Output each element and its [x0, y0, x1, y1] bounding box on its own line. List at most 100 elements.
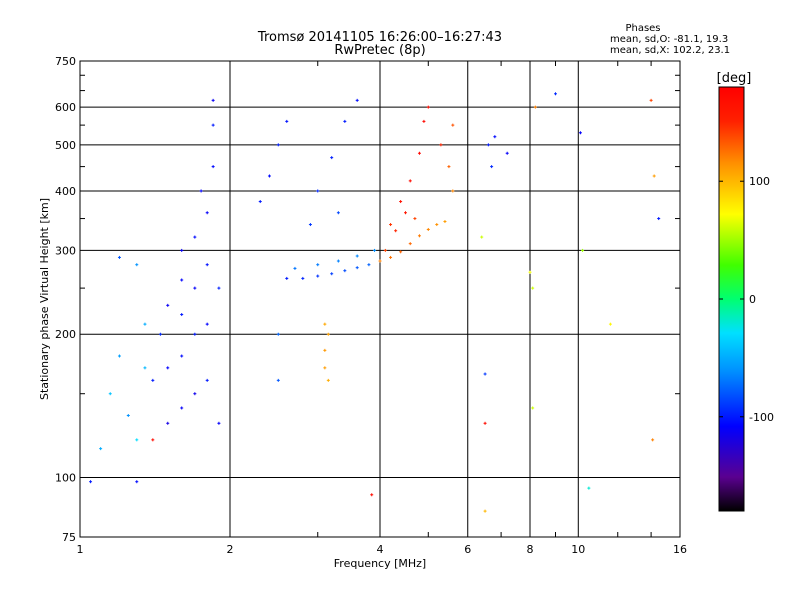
- data-point: [531, 286, 535, 290]
- x-tick-label: 8: [527, 543, 534, 556]
- data-point: [408, 242, 412, 246]
- colorbar-tick-label: 0: [749, 293, 756, 306]
- data-point: [211, 98, 215, 102]
- data-point: [578, 131, 582, 135]
- data-point: [323, 366, 327, 370]
- gridlines: [80, 61, 680, 537]
- stats-line-x: mean, sd,X: 102.2, 23.1: [610, 45, 730, 56]
- data-point: [417, 151, 421, 155]
- data-point: [505, 151, 509, 155]
- data-point: [447, 165, 451, 169]
- data-point: [651, 438, 655, 442]
- y-tick-label: 750: [55, 55, 76, 68]
- data-point: [117, 255, 121, 259]
- data-point: [657, 217, 661, 221]
- data-point: [193, 235, 197, 239]
- data-point: [180, 354, 184, 358]
- data-point: [258, 200, 262, 204]
- data-point: [480, 235, 484, 239]
- data-point: [276, 378, 280, 382]
- data-point: [399, 200, 403, 204]
- data-point: [108, 392, 112, 396]
- chart-title: Tromsø 20141105 16:26:00–16:27:43: [257, 30, 502, 45]
- data-point: [394, 229, 398, 233]
- data-point: [383, 248, 387, 252]
- data-point: [211, 165, 215, 169]
- x-axis-ticks: 1 2 4 6 8 10 16: [77, 61, 687, 556]
- data-point: [117, 354, 121, 358]
- data-point: [413, 217, 417, 221]
- data-point: [343, 119, 347, 123]
- colorbar-label: [deg]: [717, 71, 752, 86]
- data-point: [417, 234, 421, 238]
- data-point: [451, 123, 455, 127]
- y-tick-label: 300: [55, 244, 76, 257]
- data-point: [217, 421, 221, 425]
- data-point: [143, 322, 147, 326]
- data-point: [493, 135, 497, 139]
- colorbar: [deg] 100 0 -100: [717, 71, 774, 512]
- y-tick-label: 100: [55, 472, 76, 485]
- x-axis-label: Frequency [MHz]: [334, 557, 426, 570]
- data-point: [205, 378, 209, 382]
- data-point: [533, 105, 537, 109]
- data-point: [285, 119, 289, 123]
- data-point: [367, 263, 371, 267]
- data-point: [389, 223, 393, 227]
- data-point: [217, 286, 221, 290]
- colorbar-tick-label: 100: [749, 175, 770, 188]
- data-point: [180, 313, 184, 317]
- data-point: [166, 366, 170, 370]
- plot-area: 1 2 4 6 8 10 16 75 100 200 300 400 500 600 750: [55, 55, 687, 556]
- data-point: [316, 263, 320, 267]
- data-point: [490, 165, 494, 169]
- data-point: [486, 143, 490, 147]
- data-point: [408, 179, 412, 183]
- data-point: [326, 332, 330, 336]
- data-point: [330, 272, 334, 276]
- data-point: [581, 248, 585, 252]
- data-point: [355, 254, 359, 258]
- data-point: [399, 250, 403, 254]
- data-point: [343, 269, 347, 273]
- chart-subtitle: RwPretec (8p): [334, 43, 425, 58]
- data-point: [89, 480, 93, 484]
- data-point: [316, 274, 320, 278]
- data-point: [336, 259, 340, 263]
- data-point: [143, 366, 147, 370]
- colorbar-tick-label: -100: [749, 411, 774, 424]
- data-point: [166, 303, 170, 307]
- x-tick-label: 1: [77, 543, 84, 556]
- data-point: [180, 278, 184, 282]
- data-point: [205, 322, 209, 326]
- data-point: [483, 421, 487, 425]
- data-point: [211, 123, 215, 127]
- y-axis-ticks: 75 100 200 300 400 500 600 750: [55, 55, 680, 544]
- data-point: [166, 421, 170, 425]
- data-point: [151, 378, 155, 382]
- data-point: [276, 143, 280, 147]
- data-point: [373, 248, 377, 252]
- data-point: [426, 105, 430, 109]
- x-tick-label: 6: [464, 543, 471, 556]
- data-point: [649, 98, 653, 102]
- data-point: [422, 119, 426, 123]
- data-point: [99, 447, 103, 451]
- data-point: [267, 174, 271, 178]
- data-point: [308, 223, 312, 227]
- data-point: [135, 438, 139, 442]
- data-point: [443, 220, 447, 224]
- data-point: [531, 406, 535, 410]
- data-point: [180, 406, 184, 410]
- data-point: [135, 480, 139, 484]
- data-point: [587, 486, 591, 490]
- data-point: [205, 263, 209, 267]
- data-point: [483, 509, 487, 513]
- data-point: [151, 438, 155, 442]
- data-point: [293, 266, 297, 270]
- data-point: [435, 223, 439, 227]
- data-point: [389, 255, 393, 259]
- data-point: [553, 92, 557, 96]
- data-point: [158, 332, 162, 336]
